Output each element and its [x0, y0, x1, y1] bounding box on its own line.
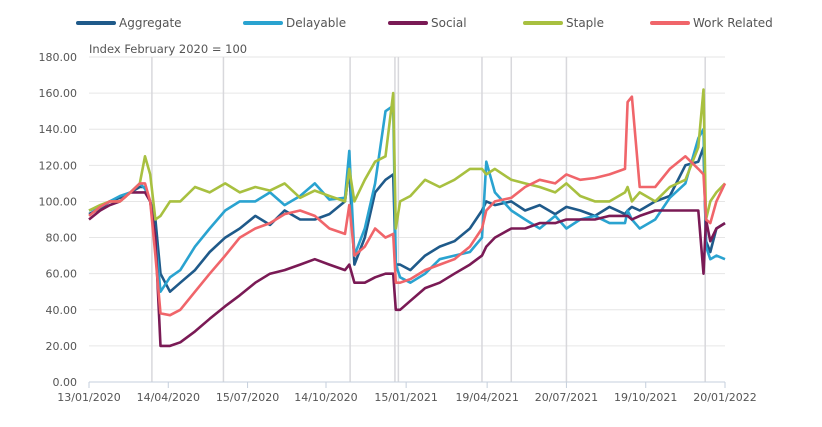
- x-tick-label: 15/07/2020: [216, 391, 279, 404]
- legend-label: Delayable: [286, 16, 346, 30]
- y-tick-label: 20.00: [46, 340, 78, 353]
- y-tick-label: 100.00: [39, 195, 78, 208]
- legend-item-social: Social: [388, 16, 467, 30]
- series-line-aggregate: [88, 146, 726, 294]
- x-tick-label: 15/01/2021: [374, 391, 437, 404]
- grid: [89, 56, 725, 347]
- x-tick-label: 20/01/2022: [693, 391, 756, 404]
- legend-label: Aggregate: [119, 16, 182, 30]
- reference-lines: [151, 57, 706, 382]
- x-tick-label: 13/01/2020: [57, 391, 120, 404]
- y-tick-label: 160.00: [39, 87, 78, 100]
- y-tick-label: 140.00: [39, 123, 78, 136]
- legend-item-staple: Staple: [523, 16, 604, 30]
- axes: 0.00 20.00 40.00 60.00 80.00 100.00 120.00 140.…: [39, 51, 757, 404]
- y-tick-label: 40.00: [46, 304, 78, 317]
- x-tick-label: 19/10/2021: [614, 391, 677, 404]
- x-tick-label: 14/04/2020: [137, 391, 200, 404]
- series-line-delayable: [88, 104, 726, 294]
- y-tick-label: 80.00: [46, 232, 78, 245]
- x-tick-label: 20/07/2021: [535, 391, 598, 404]
- y-tick-label: 180.00: [39, 51, 78, 64]
- series-lines: [88, 88, 727, 348]
- series-line-work-related: [88, 95, 727, 317]
- series-line-staple: [88, 88, 726, 230]
- chart-subtitle: Index February 2020 = 100: [89, 42, 247, 56]
- x-tick-label: 19/04/2021: [455, 391, 518, 404]
- legend-label: Staple: [566, 16, 604, 30]
- legend-item-delayable: Delayable: [243, 16, 346, 30]
- legend-item-work-related: Work Related: [650, 16, 773, 30]
- legend: Aggregate Delayable Social Staple Work Relat…: [76, 16, 773, 30]
- legend-label: Work Related: [693, 16, 773, 30]
- x-tick-label: 14/10/2020: [294, 391, 357, 404]
- series-line-social: [88, 191, 726, 348]
- y-tick-label: 120.00: [39, 159, 78, 172]
- legend-item-aggregate: Aggregate: [76, 16, 182, 30]
- legend-label: Social: [431, 16, 467, 30]
- y-tick-label: 60.00: [46, 268, 78, 281]
- y-tick-label: 0.00: [53, 376, 78, 389]
